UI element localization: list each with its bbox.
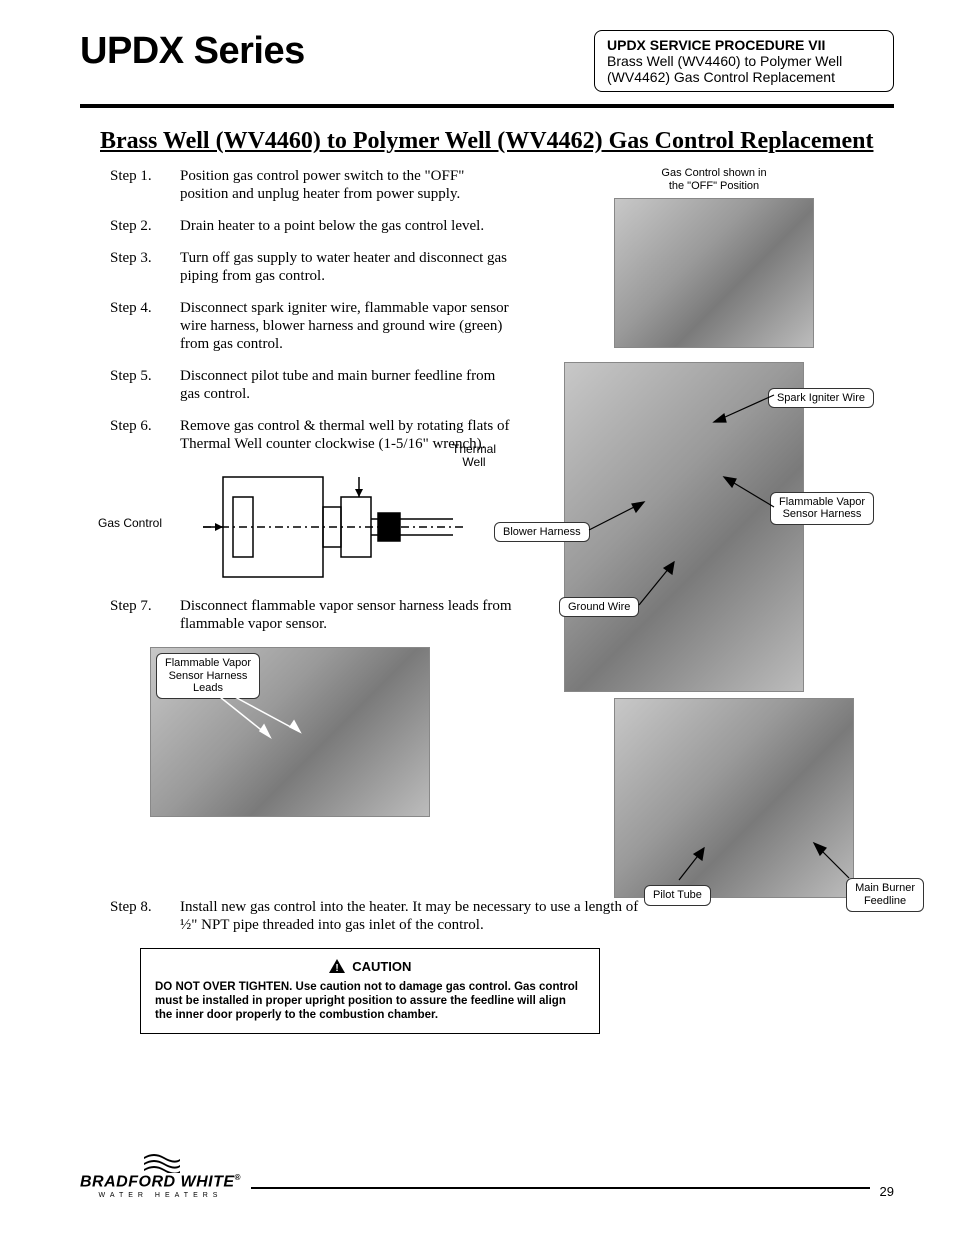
step-label: Step 3.	[110, 249, 180, 285]
fv-leads-arrows	[150, 647, 430, 817]
figures-column: Gas Control shown in the "OFF" Position …	[534, 167, 894, 897]
brand-logo: BRADFORD WHITE® WATER HEATERS	[80, 1151, 241, 1199]
procedure-heading: UPDX SERVICE PROCEDURE VII	[607, 37, 881, 53]
wiring-photo-wrap: Spark Igniter Wire Flammable Vapor Senso…	[514, 362, 844, 692]
step-5: Step 5. Disconnect pilot tube and main b…	[110, 367, 516, 403]
step-label: Step 8.	[110, 898, 180, 934]
step-text: Disconnect spark igniter wire, flammable…	[180, 299, 516, 353]
series-title: UPDX Series	[80, 30, 305, 73]
caution-body: DO NOT OVER TIGHTEN. Use caution not to …	[155, 980, 585, 1023]
caution-title: ! CAUTION	[155, 959, 585, 976]
label-thermal-well: Thermal Well	[452, 443, 496, 469]
burner-photo-wrap: Pilot Tube Main Burner Feedline	[564, 698, 894, 898]
step-4: Step 4. Disconnect spark igniter wire, f…	[110, 299, 516, 353]
brand-name: BRADFORD WHITE®	[80, 1173, 241, 1191]
label-gas-control: Gas Control	[98, 517, 162, 530]
step-label: Step 2.	[110, 217, 180, 235]
step-text: Position gas control power switch to the…	[180, 167, 516, 203]
step-8: Step 8. Install new gas control into the…	[110, 898, 640, 934]
step-label: Step 6.	[110, 417, 180, 453]
step-text: Drain heater to a point below the gas co…	[180, 217, 516, 235]
section-title: Brass Well (WV4460) to Polymer Well (WV4…	[100, 126, 894, 157]
header-divider	[80, 104, 894, 108]
page: UPDX Series UPDX SERVICE PROCEDURE VII B…	[0, 0, 954, 1235]
caution-title-text: CAUTION	[352, 959, 411, 974]
procedure-subtitle: Brass Well (WV4460) to Polymer Well (WV4…	[607, 53, 881, 85]
step-text: Disconnect flammable vapor sensor harnes…	[180, 597, 516, 633]
thermal-well-diagram: Gas Control Thermal Well	[110, 467, 516, 587]
step-1: Step 1. Position gas control power switc…	[110, 167, 516, 203]
step-label: Step 4.	[110, 299, 180, 353]
fv-sensor-photo-wrap: Flammable Vapor Sensor Harness Leads	[150, 647, 430, 817]
content-area: Step 1. Position gas control power switc…	[110, 167, 894, 897]
step-2: Step 2. Drain heater to a point below th…	[110, 217, 516, 235]
page-header: UPDX Series UPDX SERVICE PROCEDURE VII B…	[80, 30, 894, 104]
svg-text:!: !	[335, 963, 338, 973]
step-label: Step 1.	[110, 167, 180, 203]
step-text: Turn off gas supply to water heater and …	[180, 249, 516, 285]
cross-section-svg	[163, 467, 463, 587]
gas-control-caption: Gas Control shown in the "OFF" Position	[614, 167, 814, 193]
page-footer: BRADFORD WHITE® WATER HEATERS 29	[80, 1151, 894, 1199]
step-7: Step 7. Disconnect flammable vapor senso…	[110, 597, 516, 633]
wave-icon	[140, 1151, 180, 1173]
warning-icon: !	[329, 959, 345, 976]
step-3: Step 3. Turn off gas supply to water hea…	[110, 249, 516, 285]
gas-control-off-photo	[614, 198, 814, 348]
caution-box: ! CAUTION DO NOT OVER TIGHTEN. Use cauti…	[140, 948, 600, 1034]
brand-sub: WATER HEATERS	[98, 1192, 222, 1199]
steps-column: Step 1. Position gas control power switc…	[110, 167, 516, 897]
page-number: 29	[880, 1184, 894, 1199]
procedure-box: UPDX SERVICE PROCEDURE VII Brass Well (W…	[594, 30, 894, 92]
burner-arrows	[564, 698, 924, 898]
step-label: Step 5.	[110, 367, 180, 403]
footer-rule	[251, 1187, 870, 1189]
step-label: Step 7.	[110, 597, 180, 633]
wiring-arrows	[514, 362, 874, 692]
step-text: Install new gas control into the heater.…	[180, 898, 640, 934]
step-text: Disconnect pilot tube and main burner fe…	[180, 367, 516, 403]
